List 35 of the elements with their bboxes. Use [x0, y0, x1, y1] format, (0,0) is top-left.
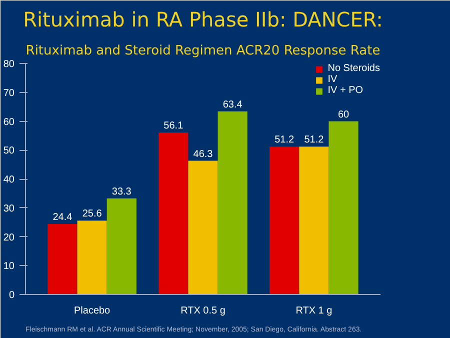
- y-tick-label: 80: [3, 59, 15, 70]
- bar: [106, 198, 136, 294]
- y-tick-label: 30: [3, 203, 15, 214]
- chart-title: Rituximab in RA Phase IIb: DANCER:: [23, 8, 383, 32]
- bar: [158, 132, 188, 294]
- y-tick-label: 70: [3, 88, 15, 99]
- data-label: 24.4: [52, 212, 73, 224]
- x-tick-label: RTX 0.5 g: [180, 306, 226, 316]
- bar: [188, 160, 218, 294]
- y-tick-label: 60: [3, 116, 15, 128]
- legend-label: IV + PO: [328, 85, 364, 96]
- bar: [48, 224, 78, 294]
- x-tick-label: RTX 1 g: [296, 306, 332, 316]
- y-tick-label: 40: [3, 174, 15, 186]
- bar: [328, 121, 358, 294]
- data-label: 51.2: [304, 134, 324, 146]
- data-label: 46.3: [193, 148, 214, 160]
- bar: [270, 146, 300, 294]
- y-tick-label: 50: [3, 146, 15, 157]
- bar: [299, 146, 329, 294]
- x-tick-label: Placebo: [74, 306, 111, 316]
- y-tick-label: 10: [3, 261, 15, 272]
- data-label: 33.3: [112, 186, 132, 198]
- data-label: 51.2: [274, 134, 295, 146]
- data-label: 25.6: [82, 208, 102, 220]
- data-label: 56.1: [164, 120, 184, 132]
- legend-label: IV: [328, 74, 338, 85]
- legend-label: No Steroids: [328, 63, 380, 74]
- chart-subtitle: Rituximab and Steroid Regimen ACR20 Response Rate: [26, 44, 380, 58]
- data-label: 60: [338, 109, 350, 120]
- bar: [77, 220, 107, 294]
- y-tick-label: 20: [3, 232, 15, 244]
- bar: [218, 111, 248, 294]
- y-tick-label: 0: [8, 290, 15, 301]
- data-label: 63.4: [222, 99, 243, 110]
